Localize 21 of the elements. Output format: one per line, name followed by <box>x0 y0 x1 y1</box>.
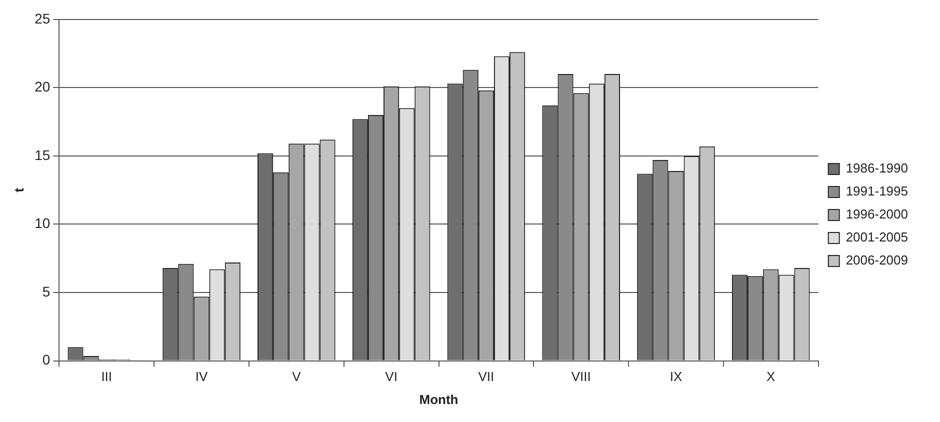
y-axis-title: t <box>11 187 26 192</box>
x-tick-label: V <box>292 369 302 384</box>
legend-label: 1996-2000 <box>846 206 908 222</box>
y-tick-label: 20 <box>34 78 50 95</box>
x-axis-title: Month <box>419 392 458 407</box>
legend-label: 2006-2009 <box>846 252 908 268</box>
x-tick-label: IX <box>670 369 682 384</box>
x-tick-label: VI <box>385 369 398 384</box>
legend-label: 1986-1990 <box>846 160 908 176</box>
x-tick-label: X <box>766 369 776 384</box>
legend-label: 1991-1995 <box>846 184 908 199</box>
x-tick-label: IV <box>195 369 208 384</box>
x-tick-label: VIII <box>571 369 591 384</box>
x-tick-label: VII <box>478 369 494 384</box>
y-tick-label: 15 <box>34 146 50 163</box>
y-tick-label: 10 <box>34 215 50 232</box>
y-tick-label: 25 <box>34 10 50 26</box>
x-tick-label: III <box>101 369 112 384</box>
y-tick-label: 0 <box>42 352 50 368</box>
legend-label: 2001-2005 <box>846 230 908 245</box>
y-tick-label: 5 <box>42 283 50 300</box>
